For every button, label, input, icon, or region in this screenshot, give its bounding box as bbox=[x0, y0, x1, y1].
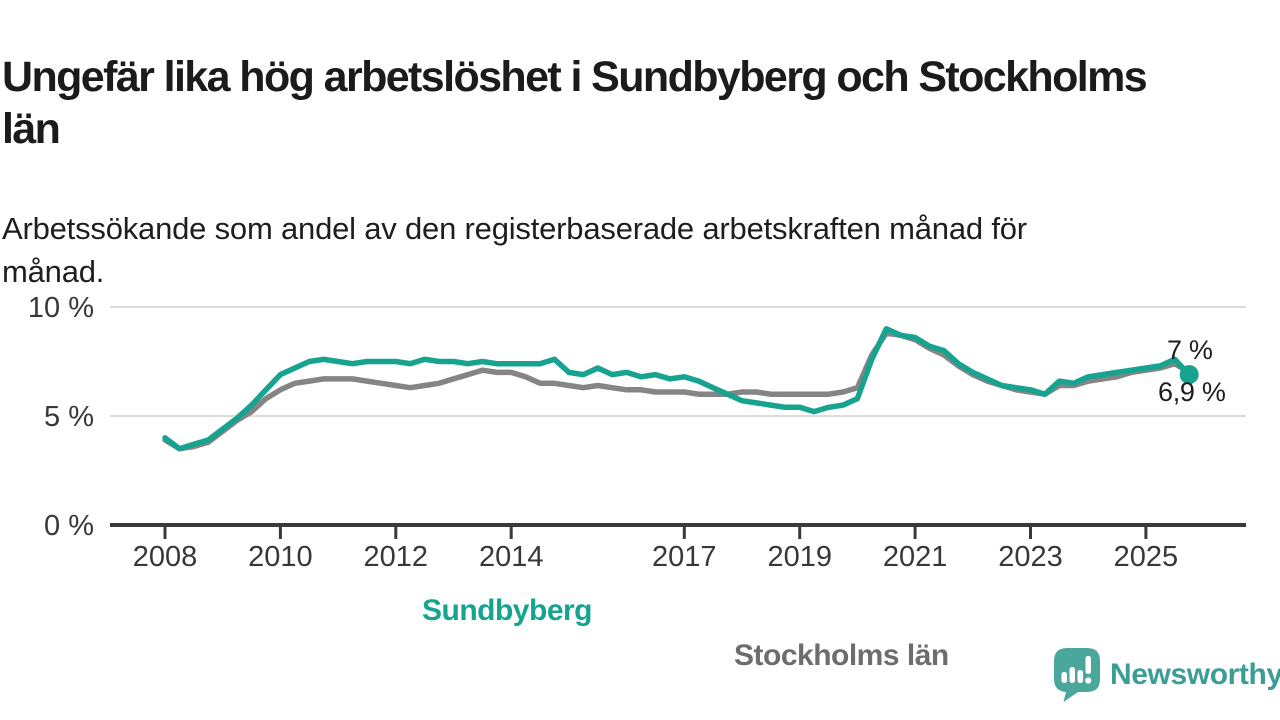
x-tick-label: 2014 bbox=[479, 541, 544, 573]
logo-exclamation-dot bbox=[1085, 677, 1092, 684]
chart-title: Ungefär lika hög arbetslöshet i Sundbybe… bbox=[2, 51, 1272, 155]
end-value-label-stockholms-lan: 7 % bbox=[1167, 335, 1213, 365]
end-point-dot bbox=[1179, 365, 1199, 385]
line-chart: 0 % 5 % 10 % 2008 2010 2012 2014 2017 2019 2021 20… bbox=[0, 270, 1280, 672]
series-label-sundbyberg: Sundbyberg bbox=[422, 594, 593, 627]
chart-svg: 0 % 5 % 10 % 2008 2010 2012 2014 2017 2019 2021 20… bbox=[28, 292, 1246, 573]
y-tick-label: 5 % bbox=[44, 401, 94, 433]
speech-bubble-shape bbox=[1054, 648, 1100, 702]
x-tick-label: 2010 bbox=[248, 541, 313, 573]
chart-subtitle-line2: månad. bbox=[2, 254, 105, 289]
y-tick-label: 0 % bbox=[44, 510, 94, 542]
series-label-stockholms-lan: Stockholms län bbox=[734, 639, 949, 672]
x-tick-label: 2008 bbox=[133, 541, 198, 573]
logo-exclamation-bar bbox=[1085, 656, 1091, 674]
chart-subtitle-line1: Arbetssökande som andel av den registerb… bbox=[2, 211, 1027, 246]
y-tick-label: 10 % bbox=[28, 292, 94, 324]
logo-bar-1 bbox=[1061, 672, 1067, 683]
line-sundbyberg bbox=[162, 326, 1192, 452]
x-tick-label: 2025 bbox=[1114, 541, 1179, 573]
x-tick-label: 2019 bbox=[767, 541, 832, 573]
logo-bar-3 bbox=[1077, 670, 1083, 683]
end-value-label-sundbyberg: 6,9 % bbox=[1158, 377, 1226, 407]
chart-title-line1: Ungefär lika hög arbetslöshet i Sundbybe… bbox=[2, 52, 1148, 101]
logo-bar-2 bbox=[1069, 667, 1075, 683]
chart-subtitle: Arbetssökande som andel av den registerb… bbox=[2, 207, 1202, 293]
x-tick-label: 2017 bbox=[652, 541, 717, 573]
x-tick-label: 2012 bbox=[364, 541, 429, 573]
newsworthy-wordmark: Newsworthy bbox=[1110, 658, 1280, 691]
x-tick-label: 2023 bbox=[998, 541, 1063, 573]
newsworthy-logo-icon bbox=[1054, 648, 1100, 702]
chart-title-line2: län bbox=[2, 104, 61, 153]
x-tick-label: 2021 bbox=[883, 541, 948, 573]
newsworthy-logo: Newsworthy bbox=[1054, 648, 1280, 702]
